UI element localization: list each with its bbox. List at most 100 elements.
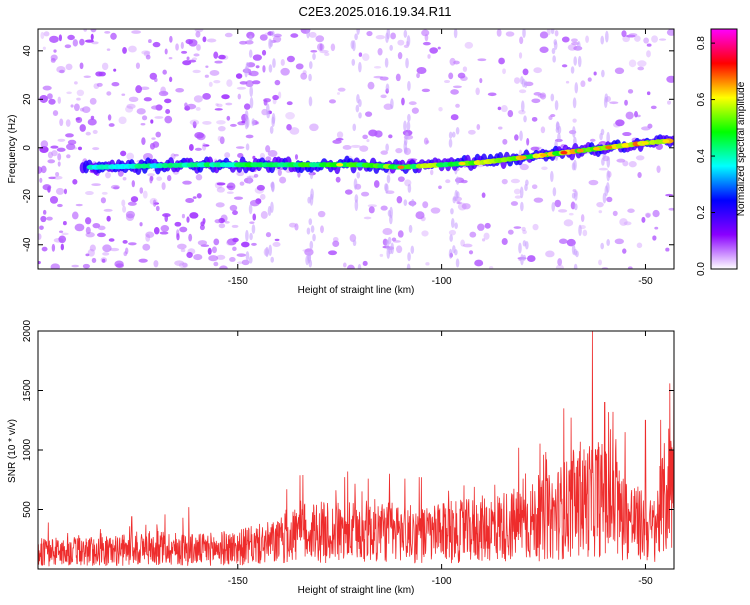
spectrogram-streak-blob: [407, 183, 412, 193]
snr-clip-group: [38, 331, 674, 567]
spectrogram-noise-blob: [193, 95, 203, 103]
spectrogram-noise-blob: [319, 49, 329, 54]
spectrogram-noise-blob: [489, 265, 494, 269]
spectrogram-noise-blob: [286, 55, 295, 63]
spectrogram-noise-blob: [52, 175, 63, 180]
spectrogram-noise-blob: [260, 193, 266, 200]
spectrogram-noise-blob: [464, 41, 474, 49]
spectrogram-noise-blob: [461, 203, 471, 210]
spectrogram-noise-blob: [202, 144, 210, 147]
spectrogram-noise-blob: [497, 126, 503, 130]
spectrogram-streak-blob: [554, 100, 559, 111]
spectrogram-streak-blob: [523, 115, 527, 123]
spectrogram-noise-blob: [127, 201, 137, 206]
spectrogram-streak-blob: [385, 83, 390, 92]
spectrogram-noise-blob: [107, 114, 112, 121]
spectrogram-ridge-core: [166, 162, 175, 168]
snr-y-tick-label: 1000: [22, 438, 33, 461]
spectrogram-streak-blob: [551, 201, 556, 212]
spectrogram-streak-blob: [606, 131, 610, 144]
spectrogram-noise-blob: [149, 197, 158, 205]
spectrogram-noise-blob: [111, 82, 120, 87]
spectrogram-noise-blob: [367, 81, 375, 90]
spectrogram-noise-blob: [142, 243, 151, 251]
spectrogram-streak-blob: [407, 80, 411, 91]
spectrogram-noise-blob: [438, 185, 442, 190]
spectrogram-noise-blob: [174, 260, 185, 266]
spectrogram-streak-blob: [358, 61, 362, 73]
spectrogram-streak-blob: [270, 256, 275, 263]
spectrogram-noise-blob: [262, 65, 266, 73]
spectrogram-streak-blob: [245, 251, 250, 261]
spectrogram-noise-blob: [57, 96, 62, 104]
spectrogram-streak-blob: [407, 252, 411, 262]
spectrogram-noise-blob: [367, 204, 377, 208]
spectrogram-noise-blob: [122, 47, 127, 54]
spectrogram-noise-blob: [185, 197, 195, 203]
spectrogram-streak-blob: [353, 178, 358, 190]
spectrogram-noise-blob: [263, 99, 268, 106]
spectrogram-noise-blob: [64, 44, 72, 49]
spectrogram-noise-blob: [75, 203, 83, 207]
spectrogram-noise-blob: [430, 207, 441, 214]
spectrogram-noise-blob: [498, 57, 505, 65]
spectrogram-noise-blob: [195, 30, 201, 38]
spectrogram-noise-blob: [226, 182, 236, 191]
spectrogram-noise-blob: [539, 31, 549, 39]
spectrogram-noise-blob: [475, 87, 480, 96]
spectrogram-streak-blob: [573, 159, 577, 171]
spectrogram-noise-blob: [126, 152, 135, 161]
spectrogram-streak-blob: [389, 44, 393, 51]
spectrogram-streak-blob: [355, 104, 360, 113]
spectrogram-noise-blob: [422, 201, 429, 209]
spectrogram-noise-blob: [42, 184, 52, 191]
spectrogram-noise-blob: [380, 150, 388, 155]
spectrogram-noise-blob: [621, 30, 627, 38]
spectrogram-noise-blob: [232, 210, 238, 216]
spectrogram-noise-blob: [518, 52, 523, 59]
snr-series-line: [38, 331, 674, 567]
spectrogram-noise-blob: [622, 160, 629, 167]
spectrogram-noise-blob: [71, 264, 80, 268]
spectrogram-noise-blob: [61, 232, 69, 236]
spectrogram-ridge-peak: [519, 155, 527, 160]
spectrogram-noise-blob: [243, 103, 251, 110]
spectrogram-noise-blob: [335, 137, 344, 141]
spectrogram-noise-blob: [309, 123, 319, 132]
snr-x-tick-label: -50: [638, 576, 653, 587]
snr-x-tick-label: -150: [228, 576, 248, 587]
spectrogram-noise-blob: [425, 262, 430, 266]
spectrogram-noise-blob: [379, 76, 389, 81]
spectrogram-noise-blob: [469, 231, 477, 238]
spectrogram-noise-blob: [39, 94, 48, 103]
spectrogram-noise-blob: [589, 138, 596, 142]
spectrogram-noise-blob: [141, 137, 146, 146]
spectrogram-noise-blob: [194, 131, 205, 139]
spectrogram-noise-blob: [193, 254, 203, 261]
spectrogram-noise-blob: [199, 224, 205, 231]
spectrogram-noise-blob: [209, 70, 220, 76]
spectrogram-noise-blob: [113, 68, 117, 72]
spectrogram-ridge-core: [161, 162, 169, 169]
spectrogram-noise-blob: [429, 47, 439, 54]
spectrogram-ridge-peak: [641, 141, 649, 145]
spectrogram-streak-blob: [574, 190, 578, 201]
spectrogram-noise-blob: [598, 210, 603, 214]
spectrogram-noise-blob: [336, 92, 341, 95]
spectrogram-noise-blob: [272, 241, 281, 247]
spectrogram-streak-blob: [520, 254, 524, 266]
spectrogram-ridge-core: [155, 163, 164, 169]
spectrogram-noise-blob: [197, 240, 208, 246]
spectrogram-noise-blob: [279, 176, 287, 184]
spectrogram-y-tick-label: 20: [22, 93, 33, 105]
spectrogram-ridge-peak: [662, 139, 670, 144]
spectrogram-noise-blob: [192, 121, 197, 129]
spectrogram-noise-blob: [92, 147, 100, 151]
spectrogram-panel: -150 -100 -50 -40 -20 0 20 40 Height of straig…: [7, 28, 675, 296]
spectrogram-streak-blob: [405, 57, 409, 69]
spectrogram-noise-blob: [174, 221, 182, 227]
spectrogram-noise-blob: [666, 29, 674, 36]
spectrogram-noise-blob: [609, 101, 619, 105]
spectrogram-noise-blob: [102, 252, 110, 256]
